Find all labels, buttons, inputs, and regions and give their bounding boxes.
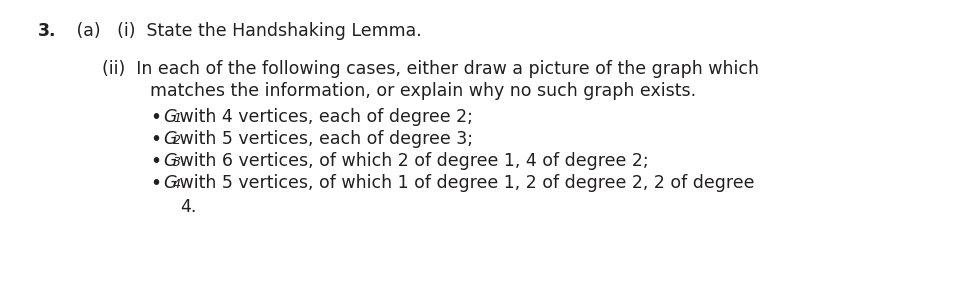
Text: (a)   (i)  State the Handshaking Lemma.: (a) (i) State the Handshaking Lemma. (60, 22, 422, 40)
Text: G: G (163, 152, 177, 170)
Text: with 4 vertices, each of degree 2;: with 4 vertices, each of degree 2; (174, 108, 473, 126)
Text: •: • (150, 108, 161, 127)
Text: 4: 4 (173, 178, 181, 191)
Text: 3.: 3. (38, 22, 57, 40)
Text: 4.: 4. (180, 198, 196, 216)
Text: •: • (150, 174, 161, 193)
Text: •: • (150, 130, 161, 149)
Text: with 6 vertices, of which 2 of degree 1, 4 of degree 2;: with 6 vertices, of which 2 of degree 1,… (174, 152, 649, 170)
Text: (ii)  In each of the following cases, either draw a picture of the graph which: (ii) In each of the following cases, eit… (102, 60, 759, 78)
Text: •: • (150, 152, 161, 171)
Text: with 5 vertices, of which 1 of degree 1, 2 of degree 2, 2 of degree: with 5 vertices, of which 1 of degree 1,… (174, 174, 754, 192)
Text: 2: 2 (173, 134, 181, 147)
Text: G: G (163, 108, 177, 126)
Text: 1: 1 (173, 112, 181, 125)
Text: G: G (163, 174, 177, 192)
Text: with 5 vertices, each of degree 3;: with 5 vertices, each of degree 3; (174, 130, 473, 148)
Text: matches the information, or explain why no such graph exists.: matches the information, or explain why … (150, 82, 696, 100)
Text: G: G (163, 130, 177, 148)
Text: 3: 3 (173, 156, 181, 169)
